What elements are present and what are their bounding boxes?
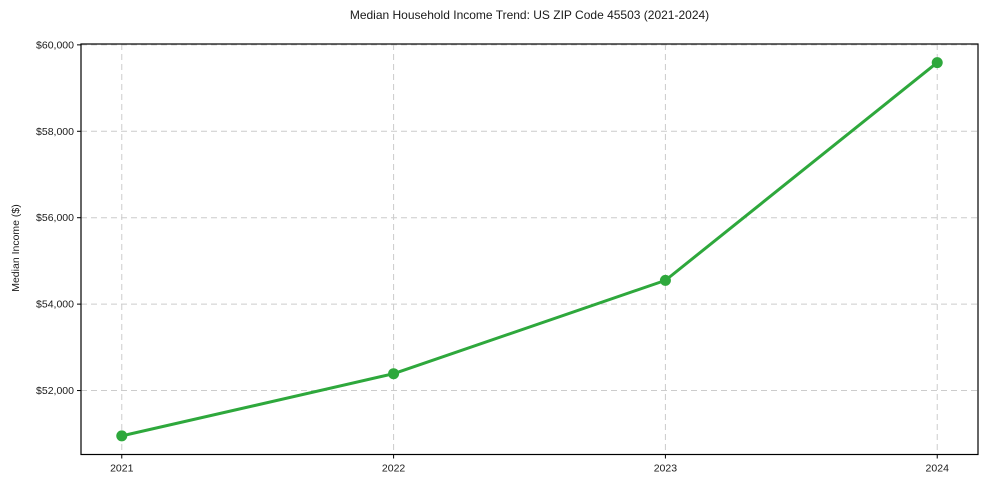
income-trend-line <box>120 61 939 438</box>
y-tick-label: $60,000 <box>36 39 74 51</box>
x-tick-label: 2024 <box>926 463 950 475</box>
y-tick-label: $58,000 <box>36 126 74 138</box>
data-point-marker <box>931 57 943 69</box>
y-tick-label: $54,000 <box>36 299 74 311</box>
chart-title: Median Household Income Trend: US ZIP Co… <box>349 8 710 22</box>
data-point-marker <box>116 430 128 442</box>
data-point-marker <box>388 368 400 380</box>
y-tick-label: $56,000 <box>36 212 74 224</box>
x-tick-label: 2022 <box>382 463 406 475</box>
x-tick-label: 2023 <box>654 463 678 475</box>
x-tick-label: 2021 <box>110 463 134 475</box>
y-tick-label: $52,000 <box>36 385 74 397</box>
plot-border <box>80 43 979 456</box>
data-point-marker <box>659 274 671 286</box>
